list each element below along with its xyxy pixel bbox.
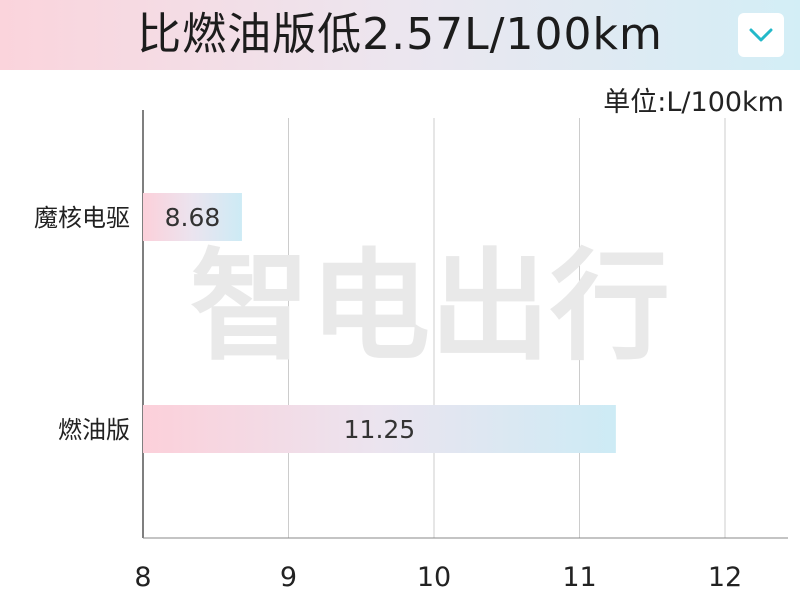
x-tick-label: 11 <box>562 562 596 593</box>
x-tick-label: 8 <box>134 562 151 593</box>
watermark-text: 智电出行 <box>190 238 670 377</box>
bars <box>143 193 616 453</box>
x-tick-label: 12 <box>708 562 742 593</box>
page-title: 比燃油版低2.57L/100km <box>137 9 663 60</box>
bar <box>143 193 242 241</box>
data-label: 11.25 <box>344 415 416 444</box>
unit-label: 单位:L/100km <box>603 87 784 118</box>
dropdown-button[interactable] <box>738 13 784 57</box>
labels: 魔核电驱 8.68 燃油版 11.25 <box>34 203 415 444</box>
grid-lines <box>142 110 788 539</box>
x-tick-label: 10 <box>417 562 451 593</box>
chevron-down-icon <box>749 28 773 42</box>
bar <box>143 405 616 453</box>
category-label: 魔核电驱 <box>34 204 130 232</box>
category-label: 燃油版 <box>58 416 130 444</box>
title-banner <box>0 0 800 70</box>
x-axis-ticks: 8 9 10 11 12 <box>134 562 742 593</box>
data-label: 8.68 <box>165 203 221 232</box>
x-tick-label: 9 <box>280 562 297 593</box>
